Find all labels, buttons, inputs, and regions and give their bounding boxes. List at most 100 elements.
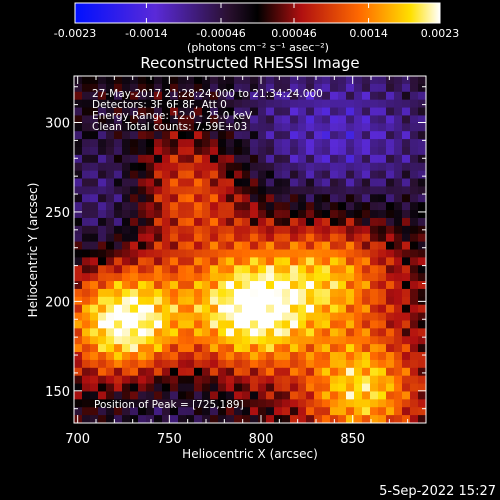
heatmap-cell: [194, 352, 203, 361]
heatmap-cell: [250, 312, 259, 321]
heatmap-cell: [90, 76, 99, 85]
heatmap-cell: [402, 383, 411, 392]
heatmap-cell: [282, 225, 291, 235]
heatmap-cell: [386, 399, 395, 408]
heatmap-cell: [74, 76, 83, 85]
heatmap-cell: [346, 296, 355, 306]
heatmap-cell: [226, 257, 235, 266]
heatmap-cell: [218, 288, 227, 298]
heatmap-cell: [234, 99, 243, 108]
heatmap-cell: [298, 328, 307, 337]
heatmap-cell: [106, 131, 115, 140]
heatmap-cell: [130, 249, 139, 258]
heatmap-cell: [194, 241, 203, 250]
heatmap-cell: [298, 131, 307, 140]
heatmap-cell: [114, 352, 123, 361]
heatmap-cell: [186, 304, 195, 313]
heatmap-cell: [266, 217, 275, 227]
heatmap-cell: [178, 265, 187, 274]
heatmap-cell: [162, 202, 171, 211]
heatmap-cell: [290, 281, 299, 290]
heatmap-cell: [210, 107, 219, 116]
heatmap-cell: [306, 178, 315, 187]
heatmap-cell: [194, 304, 203, 313]
heatmap-cell: [98, 107, 107, 116]
heatmap-cell: [154, 217, 163, 227]
annotation-detectors: Detectors: 3F 6F 8F, Att 0: [92, 99, 227, 111]
heatmap-cell: [98, 210, 107, 219]
heatmap-cell: [210, 76, 219, 85]
heatmap-cell: [218, 281, 227, 290]
annotation-peak-position: Position of Peak = [725,189]: [94, 399, 244, 411]
heatmap-cell: [250, 91, 259, 101]
heatmap-cell: [114, 115, 123, 124]
heatmap-cell: [258, 344, 267, 353]
heatmap-cell: [386, 225, 395, 235]
heatmap-cell: [186, 123, 195, 132]
heatmap-cell: [122, 202, 131, 211]
heatmap-cell: [418, 131, 426, 140]
heatmap-cell: [402, 336, 411, 345]
heatmap-cell: [330, 312, 339, 321]
heatmap-cell: [74, 170, 83, 179]
heatmap-cell: [138, 241, 147, 250]
heatmap-cell: [178, 359, 187, 369]
heatmap-cell: [346, 91, 355, 101]
heatmap-cell: [146, 352, 155, 361]
heatmap-cell: [98, 375, 107, 384]
heatmap-cell: [250, 170, 259, 179]
heatmap-cell: [266, 296, 275, 306]
heatmap-cell: [146, 186, 155, 195]
heatmap-cell: [114, 304, 123, 313]
heatmap-cell: [178, 241, 187, 250]
heatmap-cell: [154, 154, 163, 164]
heatmap-cell: [394, 399, 403, 408]
heatmap-cell: [418, 76, 426, 85]
heatmap-cell: [98, 170, 107, 179]
heatmap-cell: [330, 281, 339, 290]
heatmap-cell: [402, 91, 411, 101]
heatmap-cell: [394, 178, 403, 187]
heatmap-cell: [258, 296, 267, 306]
heatmap-cell: [82, 359, 91, 369]
heatmap-cell: [242, 415, 251, 423]
heatmap-cell: [130, 210, 139, 219]
heatmap-cell: [282, 336, 291, 345]
heatmap-cell: [186, 99, 195, 108]
heatmap-cell: [386, 123, 395, 132]
heatmap-cell: [402, 76, 411, 85]
heatmap-cell: [170, 233, 179, 243]
heatmap-cell: [386, 320, 395, 329]
heatmap-cell: [210, 91, 219, 101]
heatmap-cell: [218, 320, 227, 329]
heatmap-cell: [346, 154, 355, 164]
heatmap-cell: [250, 162, 259, 172]
heatmap-cell: [186, 241, 195, 250]
heatmap-cell: [186, 131, 195, 140]
heatmap-cell: [98, 194, 107, 203]
heatmap-cell: [282, 194, 291, 203]
heatmap-cell: [178, 328, 187, 337]
heatmap-cell: [210, 399, 219, 408]
heatmap-cell: [194, 162, 203, 172]
heatmap-cell: [170, 146, 179, 156]
heatmap-cell: [362, 359, 371, 369]
heatmap-cell: [362, 107, 371, 116]
heatmap-cell: [258, 320, 267, 329]
heatmap-cell: [162, 296, 171, 306]
heatmap-cell: [74, 162, 83, 172]
heatmap-cell: [386, 154, 395, 164]
heatmap-cell: [250, 281, 259, 290]
heatmap-cell: [314, 249, 323, 258]
heatmap-cell: [114, 241, 123, 250]
heatmap-cell: [338, 312, 347, 321]
heatmap-cell: [154, 304, 163, 313]
heatmap-cell: [122, 154, 131, 164]
heatmap-cell: [90, 320, 99, 329]
heatmap-cell: [338, 217, 347, 227]
heatmap-cell: [106, 399, 115, 408]
heatmap-cell: [202, 328, 211, 337]
heatmap-cell: [242, 162, 251, 172]
heatmap-cell: [74, 281, 83, 290]
heatmap-cell: [274, 265, 283, 274]
